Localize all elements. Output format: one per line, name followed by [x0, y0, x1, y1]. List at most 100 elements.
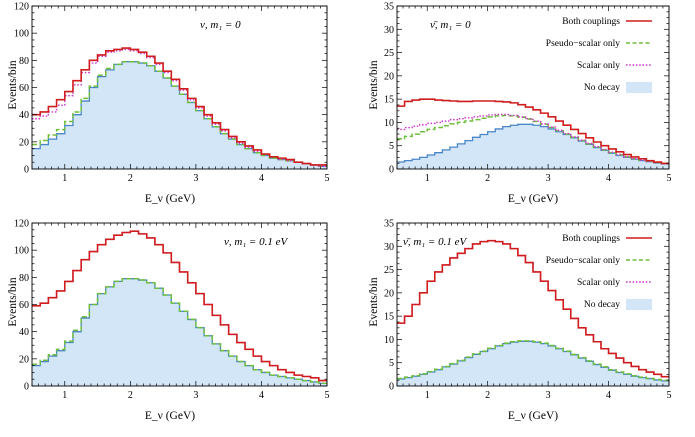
y-tick-label: 0	[389, 382, 394, 393]
x-tick-label: 5	[667, 390, 672, 401]
y-tick-label: 30	[384, 242, 394, 253]
x-tick-label: 4	[606, 173, 611, 184]
legend-label-both: Both couplings	[562, 234, 620, 244]
series-area-no-decay	[32, 61, 327, 169]
x-axis-label-nu-m01: E_ν (GeV)	[145, 410, 195, 422]
panel-title-nubar-m0: ν̄, m₁ = 0	[430, 19, 471, 31]
y-tick-label: 60	[19, 83, 29, 94]
x-tick-label: 2	[128, 390, 133, 401]
y-axis-label-nubar-m0: Events/bin	[368, 60, 380, 109]
x-tick-label: 5	[325, 173, 330, 184]
series-area-no-decay	[397, 341, 669, 386]
series-line-pseudo-scalar-only	[32, 60, 327, 168]
x-axis-label-nu-m0: E_ν (GeV)	[145, 193, 195, 205]
y-tick-label: 0	[24, 165, 29, 176]
legend-nubar-m01: Both couplings Pseudo−scalar only Scalar…	[546, 234, 652, 310]
y-axis-label-nubar-m01: Events/bin	[368, 277, 380, 326]
series-group	[32, 47, 327, 169]
legend-label-nodecay: No decay	[584, 83, 620, 93]
y-tick-label: 35	[384, 2, 394, 13]
x-tick-label: 5	[325, 390, 330, 401]
series-line-both-couplings	[32, 230, 327, 382]
legend-label-scalar: Scalar only	[577, 61, 620, 71]
x-tick-label: 3	[546, 390, 551, 401]
y-tick-label: 80	[19, 273, 29, 284]
y-tick-label: 30	[384, 25, 394, 36]
series-group	[32, 230, 327, 386]
panel-nu-m01: 1 2 3 4 5 0 20 40 60 80 100 120 ν, m₁ = 0.1 eV E_ν …	[7, 219, 330, 423]
y-axis-label-nu-m0: Events/bin	[7, 60, 19, 109]
y-tick-label: 5	[389, 141, 394, 152]
series-group	[397, 98, 669, 169]
y-tick-label: 10	[384, 335, 394, 346]
y-tick-label: 20	[19, 354, 29, 365]
y-tick-label: 120	[14, 219, 29, 230]
y-tick-label: 15	[384, 312, 394, 323]
series-line-scalar-only	[397, 113, 669, 165]
x-tick-label: 3	[546, 173, 551, 184]
y-tick-label: 20	[384, 71, 394, 82]
y-tick-label: 25	[384, 265, 394, 276]
panel-nu-m0: 1 2 3 4 5 0 20 40 60 80 100 120 ν, m₁ = 0 E_ν (GeV)…	[7, 2, 330, 206]
legend-swatch-nodecay	[626, 299, 652, 310]
series-line-no-decay	[397, 123, 669, 165]
x-tick-label: 4	[606, 390, 611, 401]
y-tick-label: 120	[14, 2, 29, 13]
legend-swatch-nodecay	[626, 82, 652, 93]
y-tick-label: 0	[389, 165, 394, 176]
y-tick-label: 80	[19, 56, 29, 67]
x-tick-label: 3	[193, 390, 198, 401]
y-tick-label: 0	[24, 382, 29, 393]
series-line-pseudo-scalar-only	[32, 277, 327, 385]
x-tick-label: 2	[485, 173, 490, 184]
y-tick-label: 20	[19, 137, 29, 148]
y-axis-label-nu-m01: Events/bin	[7, 277, 19, 326]
y-tick-label: 15	[384, 95, 394, 106]
y-tick-label: 35	[384, 219, 394, 230]
series-line-both-couplings	[397, 98, 669, 165]
x-tick-label: 2	[485, 390, 490, 401]
x-tick-label: 2	[128, 173, 133, 184]
panel-title-nubar-m01: ν̄, m₁ = 0.1 eV	[403, 236, 467, 248]
plot-area-nu-m0: 1 2 3 4 5 0 20 40 60 80 100 120	[14, 2, 330, 185]
y-tick-label: 20	[384, 288, 394, 299]
x-tick-label: 1	[425, 173, 430, 184]
y-tick-label: 5	[389, 358, 394, 369]
y-tick-label: 10	[384, 118, 394, 129]
series-line-pseudo-scalar-only	[397, 340, 669, 382]
legend-label-nodecay: No decay	[584, 300, 620, 310]
x-tick-label: 5	[667, 173, 672, 184]
y-tick-label: 40	[19, 110, 29, 121]
panel-title-nu-m0: ν, m₁ = 0	[200, 19, 241, 31]
y-tick-label: 25	[384, 48, 394, 59]
y-tick-label: 100	[14, 29, 29, 40]
panel-nubar-m0: 1 2 3 4 5 0 5 10 15 20 25 30 35 ν̄, m₁ = 0 E_ν (GeV)…	[368, 2, 672, 206]
plot-area-nu-m01: 1 2 3 4 5 0 20 40 60 80 100 120	[14, 219, 330, 402]
series-group	[397, 239, 669, 386]
plot-area-nubar-m01: 1 2 3 4 5 0 5 10 15 20 25 30 35	[384, 219, 672, 402]
series-line-both-couplings	[32, 47, 327, 166]
series-area-no-decay	[397, 124, 669, 169]
x-tick-label: 4	[259, 173, 264, 184]
legend-label-both: Both couplings	[562, 17, 620, 27]
panel-nubar-m01: 1 2 3 4 5 0 5 10 15 20 25 30 35 ν̄, m₁ = 0.1 eV E_ν …	[368, 219, 672, 423]
legend-label-scalar: Scalar only	[577, 278, 620, 288]
legend-nubar-m0: Both couplings Pseudo−scalar only Scalar…	[546, 17, 652, 93]
series-line-both-couplings	[397, 239, 669, 378]
y-tick-label: 40	[19, 327, 29, 338]
x-tick-label: 4	[259, 390, 264, 401]
panel-title-nu-m01: ν, m₁ = 0.1 eV	[224, 236, 288, 248]
y-tick-label: 60	[19, 300, 29, 311]
legend-label-pseudo: Pseudo−scalar only	[546, 256, 620, 266]
x-axis-label-nubar-m0: E_ν (GeV)	[508, 193, 558, 205]
x-tick-label: 3	[193, 173, 198, 184]
series-area-no-decay	[32, 278, 327, 386]
x-tick-label: 1	[62, 390, 67, 401]
x-tick-label: 1	[425, 390, 430, 401]
x-axis-label-nubar-m01: E_ν (GeV)	[508, 410, 558, 422]
legend-label-pseudo: Pseudo−scalar only	[546, 39, 620, 49]
plot-area-nubar-m0: 1 2 3 4 5 0 5 10 15 20 25 30 35	[384, 2, 672, 185]
x-tick-label: 1	[62, 173, 67, 184]
y-tick-label: 100	[14, 246, 29, 257]
